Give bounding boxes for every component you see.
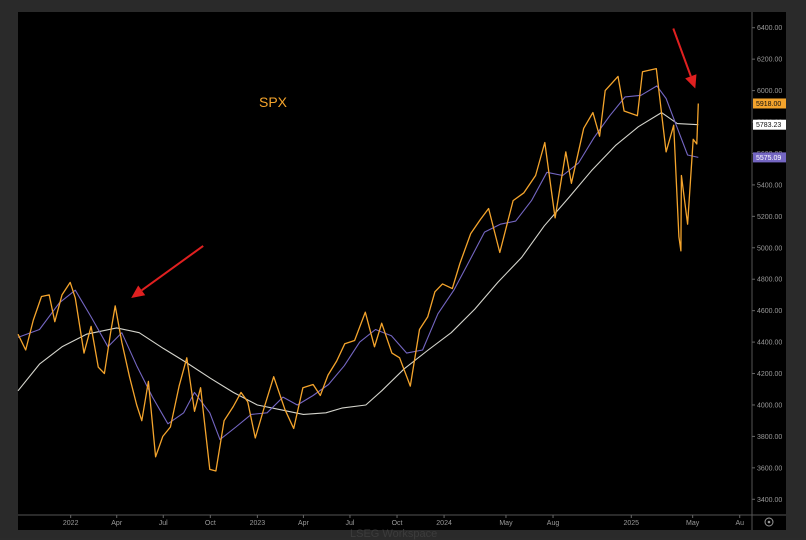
- x-axis-panel: [18, 515, 786, 530]
- x-tick-label: Aug: [547, 520, 560, 527]
- y-tick-label: 4000.00: [757, 402, 782, 409]
- watermark: LSEG Workspace: [350, 528, 438, 540]
- y-tick-label: 5200.00: [757, 214, 782, 221]
- y-axis-panel: [752, 12, 786, 515]
- price-label-badge: [753, 98, 786, 109]
- y-tick-label: 5000.00: [757, 245, 782, 252]
- x-tick-label: Jul: [159, 520, 168, 527]
- y-tick-label: 4400.00: [757, 340, 782, 347]
- y-tick-label: 4200.00: [757, 371, 782, 378]
- y-tick-label: 6400.00: [757, 25, 782, 32]
- y-tick-label: 5400.00: [757, 182, 782, 189]
- chart-title: SPX: [259, 94, 288, 110]
- y-tick-label: 3600.00: [757, 465, 782, 472]
- annotation-arrows: [131, 28, 697, 298]
- x-tick-label: 2024: [436, 520, 452, 527]
- x-tick-label: 2025: [623, 520, 639, 527]
- x-tick-label: Apr: [111, 520, 123, 527]
- series-line-ma_short: [17, 85, 699, 441]
- price-label-text: 5918.00: [756, 101, 781, 108]
- annotation-arrow: [131, 245, 204, 298]
- plot-background: [18, 12, 752, 515]
- y-tick-label: 3400.00: [757, 497, 782, 504]
- annotation-arrow: [672, 28, 697, 89]
- y-tick-label: 4800.00: [757, 277, 782, 284]
- price-label-text: 5575.09: [756, 155, 781, 162]
- x-tick-label: Jul: [345, 520, 354, 527]
- price-label-text: 5783.23: [756, 122, 781, 129]
- x-tick-label: May: [686, 520, 700, 527]
- x-tick-label: Apr: [298, 520, 310, 527]
- series-line-price: [17, 67, 699, 472]
- price-label-badge: [753, 152, 786, 163]
- series-layer: [17, 67, 699, 472]
- series-line-ma_long: [17, 112, 699, 415]
- x-tick-label: 2023: [250, 520, 266, 527]
- price-labels: 5918.00 5783.23 5575.09: [753, 98, 786, 163]
- y-tick-label: 6200.00: [757, 57, 782, 64]
- x-tick-label: May: [499, 520, 513, 527]
- x-tick-label: Oct: [205, 520, 216, 527]
- price-label-badge: [753, 119, 786, 130]
- x-tick-label: Oct: [392, 520, 403, 527]
- x-axis-ticks: 2022 Apr Jul Oct 2023 Apr Jul Oct 2024 May Aug 2025…: [63, 515, 744, 527]
- x-tick-label: 2022: [63, 520, 79, 527]
- y-tick-label: 4600.00: [757, 308, 782, 315]
- y-tick-label: 3800.00: [757, 434, 782, 441]
- gear-icon[interactable]: [764, 517, 774, 527]
- y-tick-label: 6000.00: [757, 88, 782, 95]
- x-tick-label: Au: [735, 520, 744, 527]
